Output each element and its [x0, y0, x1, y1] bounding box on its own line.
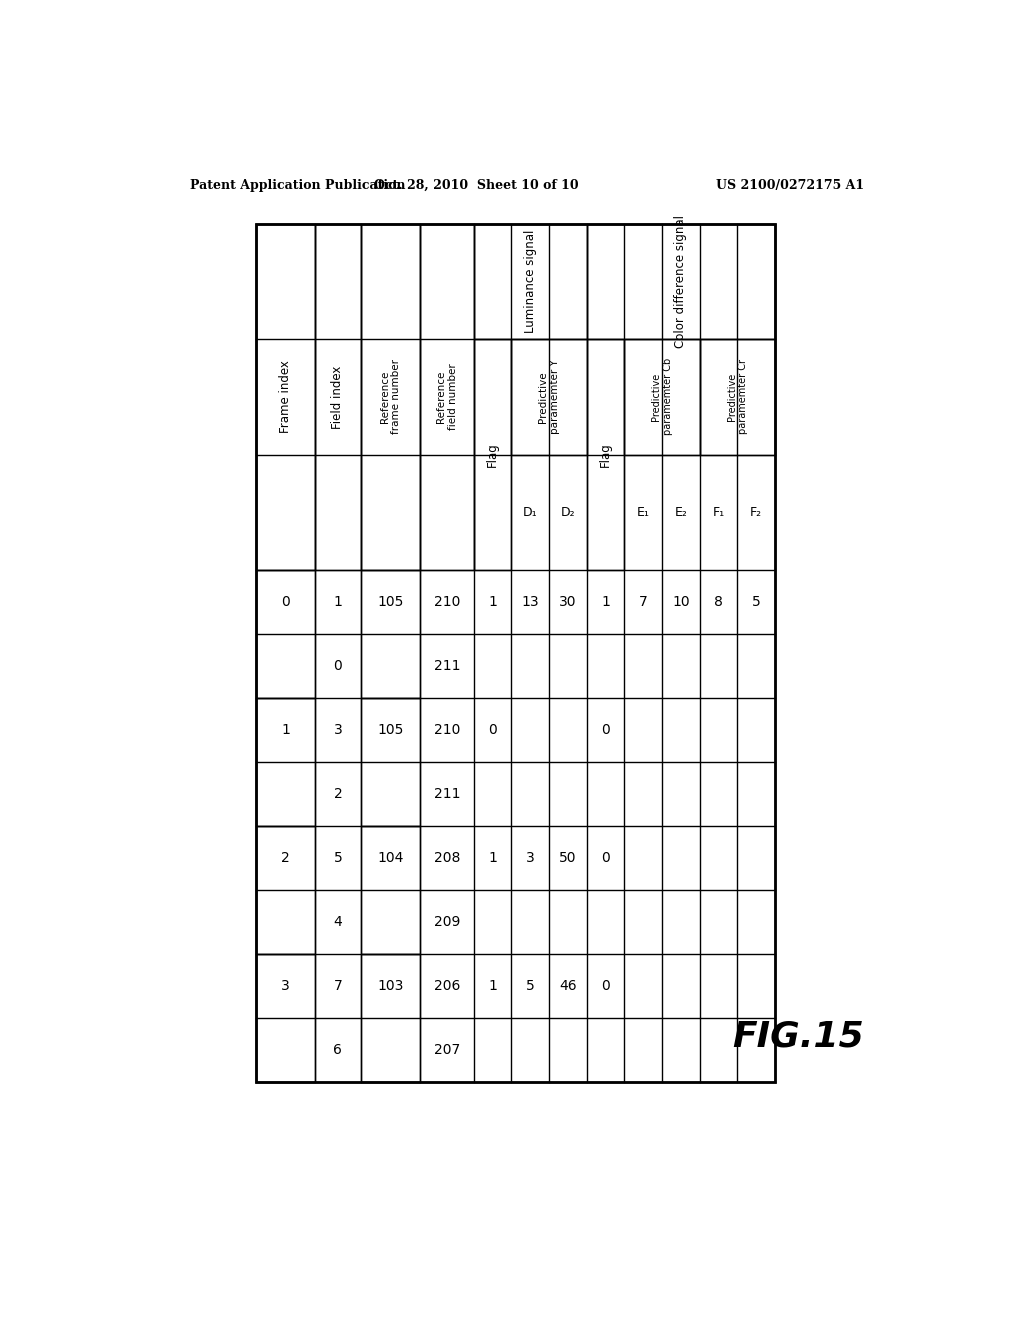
Text: 30: 30 [559, 595, 577, 609]
Text: E₂: E₂ [675, 506, 687, 519]
Text: 7: 7 [639, 595, 647, 609]
Text: 1: 1 [601, 595, 610, 609]
Text: Field index: Field index [332, 366, 344, 429]
Text: 0: 0 [488, 723, 497, 737]
Text: Flag: Flag [486, 442, 499, 467]
Text: 0: 0 [601, 851, 610, 865]
Text: 211: 211 [433, 659, 460, 673]
Text: 13: 13 [521, 595, 539, 609]
Text: 10: 10 [672, 595, 690, 609]
Text: 1: 1 [488, 595, 497, 609]
Text: Reference
frame number: Reference frame number [380, 359, 401, 434]
Text: Oct. 28, 2010  Sheet 10 of 10: Oct. 28, 2010 Sheet 10 of 10 [375, 178, 579, 191]
Text: Color difference signal: Color difference signal [675, 215, 687, 348]
Text: Patent Application Publication: Patent Application Publication [190, 178, 406, 191]
Text: 46: 46 [559, 979, 577, 993]
Text: 1: 1 [281, 723, 290, 737]
Polygon shape [256, 224, 315, 570]
Polygon shape [474, 224, 587, 339]
Polygon shape [256, 826, 315, 954]
Text: Predictive
paramemter Cr: Predictive paramemter Cr [727, 359, 749, 434]
Text: 8: 8 [714, 595, 723, 609]
Text: F₁: F₁ [713, 506, 725, 519]
Text: 2: 2 [282, 851, 290, 865]
Text: Reference
field number: Reference field number [436, 363, 458, 430]
Text: 0: 0 [282, 595, 290, 609]
Text: D₂: D₂ [561, 506, 575, 519]
Text: 2: 2 [334, 787, 342, 801]
Text: 50: 50 [559, 851, 577, 865]
Polygon shape [587, 224, 775, 339]
Polygon shape [360, 570, 420, 698]
Text: FIG.15: FIG.15 [732, 1019, 864, 1053]
Polygon shape [360, 698, 420, 826]
Polygon shape [474, 339, 511, 570]
Text: D₁: D₁ [523, 506, 538, 519]
Text: 105: 105 [377, 723, 403, 737]
Text: 0: 0 [601, 979, 610, 993]
Polygon shape [360, 826, 420, 954]
Polygon shape [360, 954, 420, 1082]
Text: 6: 6 [334, 1043, 342, 1057]
Polygon shape [587, 339, 625, 570]
Text: 0: 0 [334, 659, 342, 673]
Text: 104: 104 [377, 851, 403, 865]
Text: 210: 210 [434, 723, 460, 737]
Text: F₂: F₂ [751, 506, 762, 519]
Text: 211: 211 [433, 787, 460, 801]
Text: Frame index: Frame index [279, 360, 292, 433]
Polygon shape [420, 224, 474, 570]
Polygon shape [625, 339, 699, 454]
Polygon shape [315, 224, 360, 570]
Text: 1: 1 [488, 979, 497, 993]
Text: Luminance signal: Luminance signal [524, 230, 537, 333]
Polygon shape [256, 698, 315, 826]
Text: 210: 210 [434, 595, 460, 609]
Text: 4: 4 [334, 915, 342, 929]
Text: 105: 105 [377, 595, 403, 609]
Text: 103: 103 [377, 979, 403, 993]
Polygon shape [511, 339, 587, 454]
Text: 5: 5 [526, 979, 535, 993]
Text: 1: 1 [334, 595, 342, 609]
Text: 1: 1 [488, 851, 497, 865]
Text: 3: 3 [526, 851, 535, 865]
Polygon shape [256, 954, 315, 1082]
Text: 207: 207 [434, 1043, 460, 1057]
Text: 3: 3 [282, 979, 290, 993]
Text: 5: 5 [752, 595, 761, 609]
Polygon shape [360, 224, 420, 570]
Text: Predictive
paramemter Cb: Predictive paramemter Cb [651, 358, 673, 436]
Text: 206: 206 [434, 979, 460, 993]
Text: 0: 0 [601, 723, 610, 737]
Text: E₁: E₁ [637, 506, 650, 519]
Text: 208: 208 [434, 851, 460, 865]
Polygon shape [699, 339, 775, 454]
Text: 3: 3 [334, 723, 342, 737]
Text: Predictive
paramemter Y: Predictive paramemter Y [539, 359, 560, 434]
Text: US 2100/0272175 A1: US 2100/0272175 A1 [716, 178, 864, 191]
Polygon shape [256, 224, 775, 1082]
Text: 209: 209 [434, 915, 460, 929]
Polygon shape [256, 570, 315, 698]
Text: 5: 5 [334, 851, 342, 865]
Text: Flag: Flag [599, 442, 612, 467]
Text: 7: 7 [334, 979, 342, 993]
